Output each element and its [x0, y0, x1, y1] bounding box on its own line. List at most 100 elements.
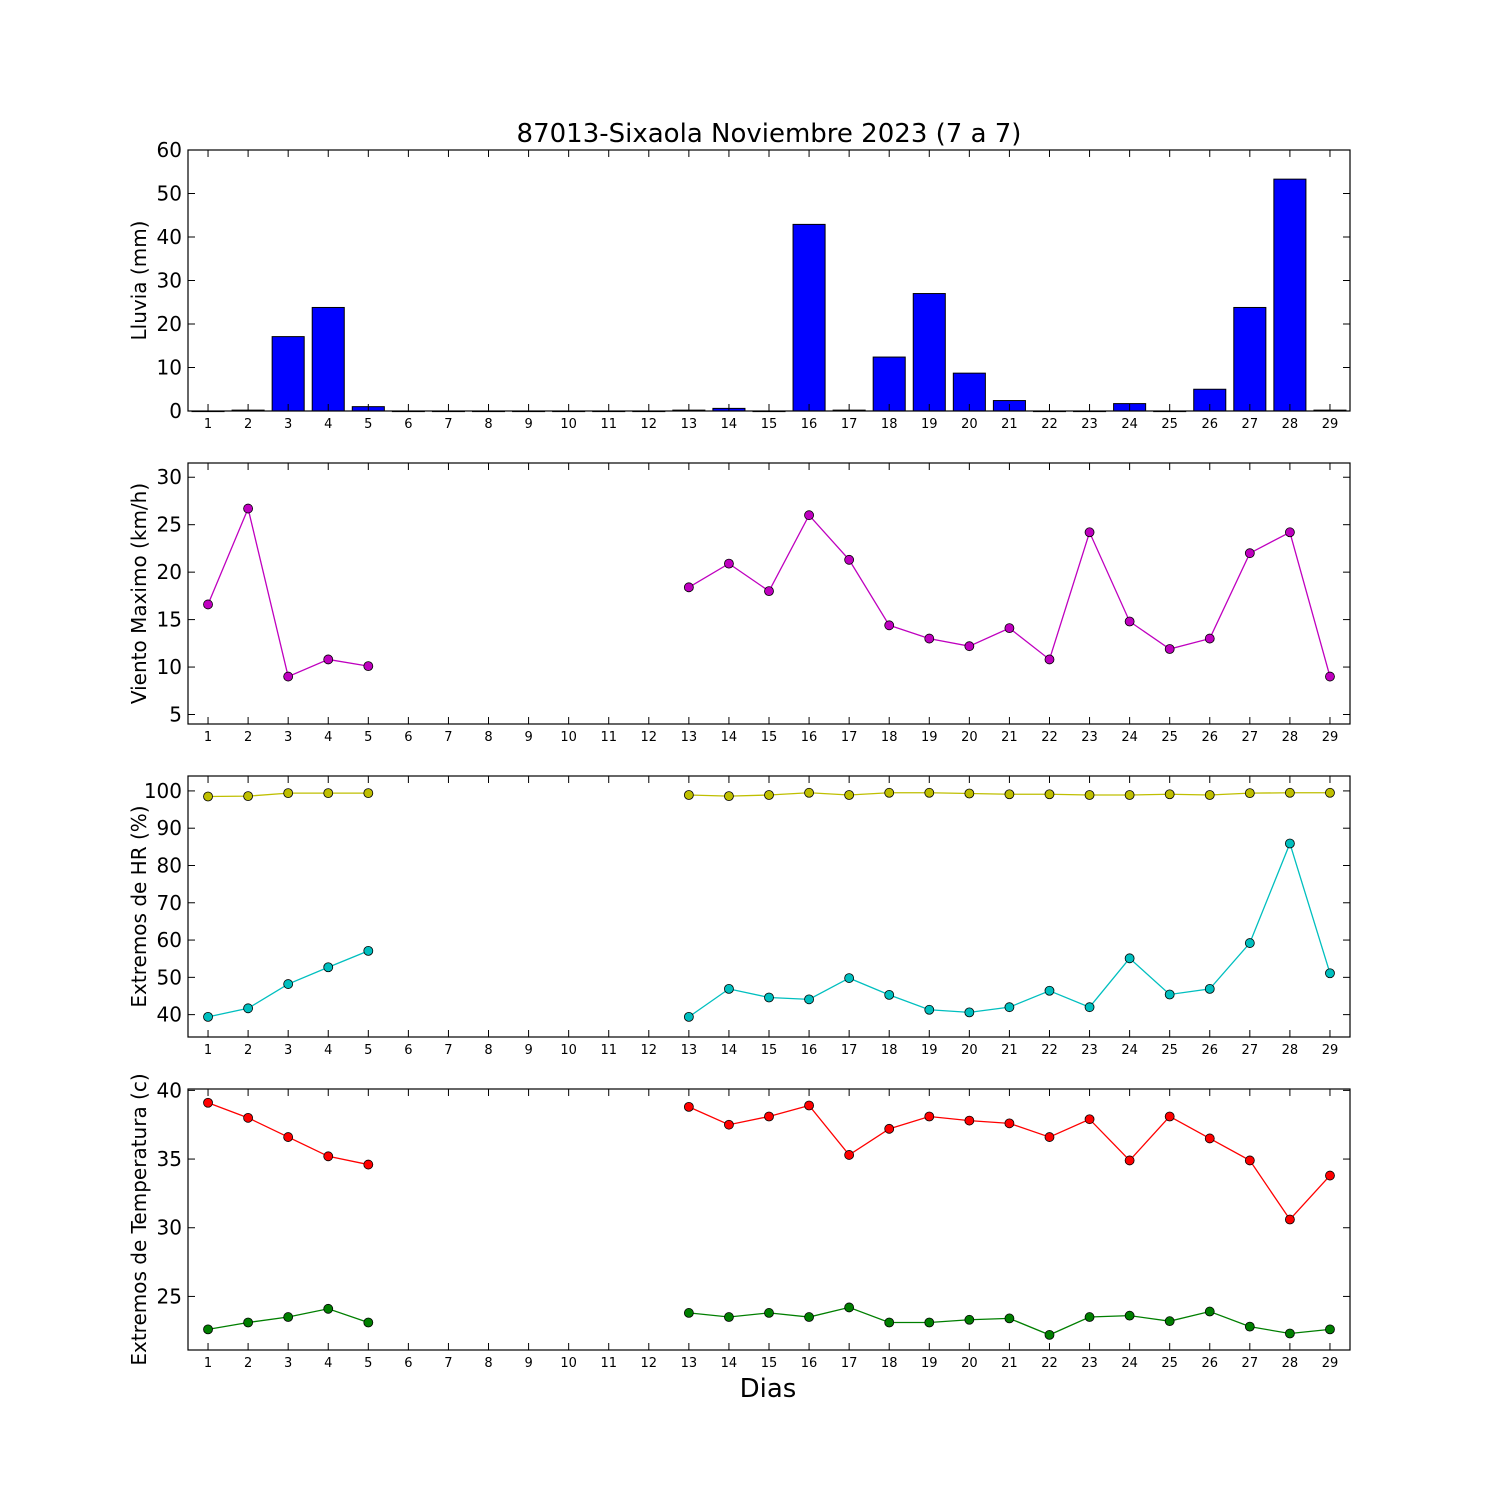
series-0-point-day-13: [683, 790, 694, 800]
series-1-point-day-3: [283, 979, 294, 989]
xtick-label: 2: [244, 1356, 252, 1371]
series-0-point-day-26: [1204, 790, 1215, 800]
xtick-label: 7: [444, 730, 452, 745]
series-1-point-day-16: [804, 994, 814, 1005]
series-0-point-day-23: [1084, 1114, 1095, 1125]
rain-bar-day-28: [1273, 178, 1307, 412]
xtick-label: 5: [364, 417, 372, 432]
xtick-label: 28: [1282, 1043, 1299, 1058]
series-1-point-day-18: [884, 1317, 895, 1328]
series-0-point-day-29: [1325, 1170, 1335, 1181]
xtick-label: 23: [1081, 1043, 1098, 1058]
xtick-label: 29: [1322, 417, 1339, 432]
series-0-point-day-4: [323, 654, 334, 665]
series-1-point-day-15: [764, 1308, 774, 1318]
xtick-label: 26: [1201, 1356, 1218, 1371]
series-0-point-day-28: [1284, 527, 1295, 538]
xtick-label: 16: [801, 1043, 818, 1058]
xtick-label: 2: [244, 730, 252, 745]
ytick-label: 60: [157, 138, 182, 162]
series-0-point-day-3: [283, 788, 294, 799]
xtick-label: 11: [600, 1356, 617, 1371]
rain-bar-day-16: [792, 223, 826, 412]
series-1-point-day-19: [924, 1317, 935, 1328]
xtick-label: 5: [364, 1043, 372, 1058]
series-0-point-day-26: [1204, 1133, 1215, 1144]
series-0-point-day-24: [1124, 616, 1135, 627]
xtick-label: 20: [961, 730, 978, 745]
xtick-label: 9: [524, 1356, 532, 1371]
xtick-label: 23: [1081, 730, 1098, 745]
series-1-point-day-4: [323, 962, 334, 973]
xtick-label: 11: [600, 730, 617, 745]
xtick-label: 16: [801, 730, 818, 745]
series-1-point-day-23: [1084, 1002, 1095, 1013]
xtick-label: 22: [1041, 730, 1058, 745]
series-0-point-day-20: [964, 788, 975, 799]
xtick-label: 15: [761, 1043, 778, 1058]
series-1-point-day-1: [203, 1324, 213, 1335]
series-1-point-day-22: [1044, 1329, 1055, 1340]
rain-bar-day-18: [872, 356, 906, 412]
xtick-label: 28: [1282, 1356, 1299, 1371]
series-1-point-day-15: [764, 992, 774, 1003]
ytick-label: 40: [157, 1078, 182, 1102]
series-1-point-day-24: [1124, 953, 1135, 964]
xtick-label: 21: [1001, 417, 1018, 432]
series-0-point-day-21: [1004, 789, 1015, 800]
xtick-label: 9: [524, 730, 532, 745]
series-0-point-day-4: [323, 788, 334, 799]
xtick-label: 4: [324, 1356, 332, 1371]
xtick-label: 18: [881, 1043, 898, 1058]
xtick-label: 2: [244, 1043, 252, 1058]
series-0-point-day-1: [203, 599, 213, 610]
series-0-point-day-23: [1084, 790, 1095, 800]
xtick-label: 8: [484, 1356, 492, 1371]
series-0-point-day-29: [1325, 787, 1335, 798]
ylabel: Extremos de HR (%): [127, 805, 151, 1007]
ytick-label: 80: [157, 853, 182, 877]
ytick-label: 5: [169, 703, 182, 727]
series-0-point-day-21: [1004, 1118, 1015, 1129]
rain-bar-day-27: [1233, 306, 1267, 412]
xtick-label: 10: [560, 730, 577, 745]
series-1-point-day-27: [1244, 938, 1255, 948]
xtick-label: 1: [204, 730, 212, 745]
xtick-label: 20: [961, 417, 978, 432]
xtick-label: 19: [921, 730, 938, 745]
series-1-point-day-17: [844, 973, 855, 983]
xtick-label: 24: [1121, 417, 1138, 432]
series-0-point-day-19: [924, 633, 935, 644]
series-1-point-day-28: [1284, 838, 1295, 849]
series-1-point-day-27: [1244, 1321, 1255, 1332]
series-0-point-day-27: [1244, 1155, 1255, 1166]
xtick-label: 11: [600, 1043, 617, 1058]
xtick-label: 10: [560, 417, 577, 432]
series-0-point-day-28: [1284, 787, 1295, 798]
series-1-point-day-29: [1325, 968, 1335, 979]
series-0-point-day-16: [804, 787, 814, 798]
xtick-label: 10: [560, 1043, 577, 1058]
xtick-label: 27: [1242, 1043, 1259, 1058]
ytick-label: 50: [157, 965, 182, 989]
series-0-point-day-14: [724, 1119, 734, 1130]
xtick-label: 5: [364, 1356, 372, 1371]
xtick-label: 6: [404, 417, 412, 432]
ytick-label: 25: [157, 513, 182, 537]
xtick-label: 23: [1081, 1356, 1098, 1371]
ytick-label: 20: [157, 560, 182, 584]
ytick-label: 10: [157, 356, 182, 380]
xtick-label: 1: [204, 1043, 212, 1058]
xtick-label: 17: [841, 1356, 858, 1371]
xtick-label: 14: [721, 1356, 738, 1371]
series-0-point-day-20: [964, 641, 975, 652]
xtick-label: 7: [444, 1043, 452, 1058]
series-0-point-day-2: [243, 1112, 254, 1123]
xtick-label: 15: [761, 417, 778, 432]
xtick-label: 12: [641, 1356, 658, 1371]
series-0-point-day-21: [1004, 623, 1015, 634]
